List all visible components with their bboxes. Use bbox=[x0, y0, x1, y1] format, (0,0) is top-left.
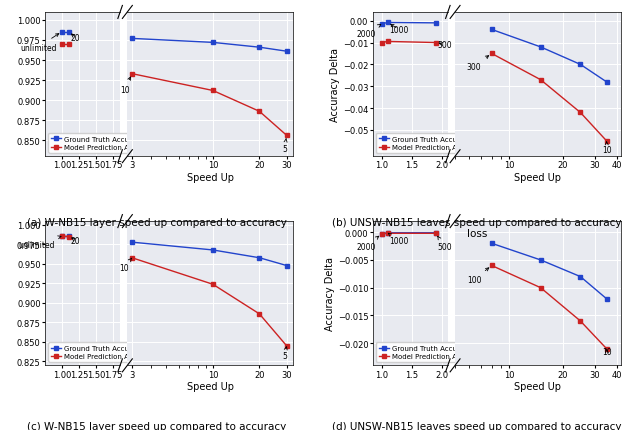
Model Prediction Accuracy bbox=[384, 40, 392, 45]
Text: 100: 100 bbox=[467, 268, 489, 285]
Text: 1000: 1000 bbox=[388, 233, 408, 246]
Y-axis label: Accuracy Delta: Accuracy Delta bbox=[330, 48, 340, 122]
Text: 20: 20 bbox=[71, 34, 81, 43]
Model Prediction Accuracy bbox=[58, 42, 66, 47]
Model Prediction Accuracy bbox=[378, 232, 385, 237]
X-axis label: Speed Up: Speed Up bbox=[187, 173, 234, 183]
Line: Ground Truth Accuracy: Ground Truth Accuracy bbox=[380, 22, 438, 27]
Line: Model Prediction Accuracy: Model Prediction Accuracy bbox=[60, 235, 70, 239]
Text: 5: 5 bbox=[282, 347, 287, 360]
Model Prediction Accuracy bbox=[65, 234, 72, 240]
X-axis label: Speed Up: Speed Up bbox=[515, 173, 561, 183]
Legend: Ground Truth Accuracy, Model Prediction Accuracy: Ground Truth Accuracy, Model Prediction … bbox=[376, 134, 487, 154]
Ground Truth Accuracy bbox=[378, 22, 385, 28]
Ground Truth Accuracy bbox=[432, 21, 440, 26]
Model Prediction Accuracy bbox=[384, 231, 392, 236]
Text: 1000: 1000 bbox=[388, 25, 408, 34]
Text: (a) W-NB15 layer speed up compared to accuracy: (a) W-NB15 layer speed up compared to ac… bbox=[27, 217, 287, 227]
X-axis label: Speed Up: Speed Up bbox=[515, 381, 561, 391]
Text: 10: 10 bbox=[119, 258, 132, 273]
Text: 5: 5 bbox=[282, 139, 287, 154]
Model Prediction Accuracy bbox=[432, 41, 440, 46]
X-axis label: Speed Up: Speed Up bbox=[187, 381, 234, 391]
Text: 300: 300 bbox=[467, 56, 489, 71]
Y-axis label: Accuracy Delta: Accuracy Delta bbox=[325, 257, 335, 330]
Line: Model Prediction Accuracy: Model Prediction Accuracy bbox=[60, 43, 70, 46]
Ground Truth Accuracy bbox=[58, 30, 66, 35]
Text: 2000: 2000 bbox=[356, 237, 379, 251]
Text: (d) UNSW-NB15 leaves speed up compared to accuracy
loss: (d) UNSW-NB15 leaves speed up compared t… bbox=[332, 421, 621, 430]
Line: Model Prediction Accuracy: Model Prediction Accuracy bbox=[380, 232, 438, 236]
Text: unlimited: unlimited bbox=[20, 34, 59, 52]
Ground Truth Accuracy bbox=[65, 234, 72, 239]
Model Prediction Accuracy bbox=[65, 42, 72, 47]
Legend: Ground Truth Accuracy, Model Prediction Accuracy: Ground Truth Accuracy, Model Prediction … bbox=[48, 134, 159, 154]
Text: (b) UNSW-NB15 leaves speed up compared to accuracy
loss: (b) UNSW-NB15 leaves speed up compared t… bbox=[332, 217, 621, 239]
Ground Truth Accuracy bbox=[432, 230, 440, 236]
Text: 20: 20 bbox=[71, 237, 81, 246]
Line: Ground Truth Accuracy: Ground Truth Accuracy bbox=[380, 231, 438, 236]
Model Prediction Accuracy bbox=[58, 234, 66, 240]
Legend: Ground Truth Accuracy, Model Prediction Accuracy: Ground Truth Accuracy, Model Prediction … bbox=[376, 342, 487, 362]
Text: 2000: 2000 bbox=[356, 25, 381, 39]
Ground Truth Accuracy bbox=[384, 230, 392, 236]
Text: (c) W-NB15 layer speed up compared to accuracy: (c) W-NB15 layer speed up compared to ac… bbox=[27, 421, 287, 430]
Ground Truth Accuracy bbox=[58, 234, 66, 239]
Text: 500: 500 bbox=[437, 41, 452, 50]
Ground Truth Accuracy bbox=[378, 232, 385, 237]
Line: Model Prediction Accuracy: Model Prediction Accuracy bbox=[380, 40, 438, 45]
Line: Ground Truth Accuracy: Ground Truth Accuracy bbox=[60, 235, 70, 238]
Model Prediction Accuracy bbox=[432, 231, 440, 236]
Line: Ground Truth Accuracy: Ground Truth Accuracy bbox=[60, 31, 70, 34]
Model Prediction Accuracy bbox=[378, 41, 385, 46]
Legend: Ground Truth Accuracy, Model Prediction Accuracy: Ground Truth Accuracy, Model Prediction … bbox=[48, 342, 159, 362]
Text: 10: 10 bbox=[602, 142, 612, 154]
Ground Truth Accuracy bbox=[384, 21, 392, 26]
Ground Truth Accuracy bbox=[65, 30, 72, 35]
Text: 500: 500 bbox=[437, 237, 452, 251]
Text: unlimited: unlimited bbox=[19, 237, 61, 249]
Text: 10: 10 bbox=[602, 347, 612, 356]
Text: 10: 10 bbox=[120, 78, 131, 95]
